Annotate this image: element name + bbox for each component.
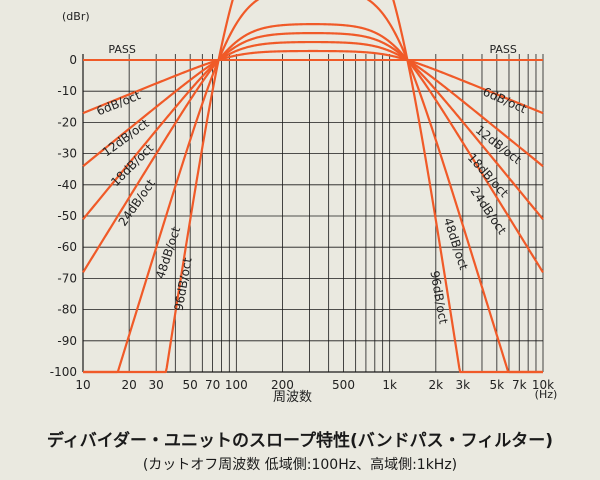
x-axis-unit: (Hz) (535, 388, 558, 401)
y-tick-label: -60 (57, 240, 77, 254)
x-tick-label: 200 (271, 378, 294, 392)
series-curve (82, 31, 544, 221)
x-tick-label: 100 (225, 378, 248, 392)
x-tick-label: 3k (456, 378, 471, 392)
x-tick-label: 500 (332, 378, 355, 392)
x-tick-label: 10k (532, 378, 554, 392)
series-curve (82, 23, 544, 273)
x-tick-label: 10 (75, 378, 90, 392)
series-curve (82, 0, 544, 374)
x-tick-label: 30 (149, 378, 164, 392)
x-tick-label: 5k (490, 378, 505, 392)
x-tick-label: 7k (512, 378, 527, 392)
pass-label-high: PASS (489, 43, 516, 56)
slope-label-high: 96dB/oct (427, 270, 450, 326)
y-tick-label: -20 (57, 115, 77, 129)
slope-label-high: 48dB/oct (441, 216, 471, 272)
series-curve (82, 40, 544, 168)
y-tick-label: -40 (57, 178, 77, 192)
y-axis-unit: (dBr) (62, 10, 90, 23)
y-tick-label: -10 (57, 84, 77, 98)
pass-label-low: PASS (108, 43, 135, 56)
x-tick-label: 20 (122, 378, 137, 392)
series-curve (82, 0, 544, 374)
y-tick-label: -70 (57, 271, 77, 285)
x-tick-label: 50 (183, 378, 198, 392)
x-tick-label: 2k (429, 378, 444, 392)
y-tick-label: -80 (57, 303, 77, 317)
slope-label-low: 6dB/oct (94, 88, 142, 118)
y-tick-label: -30 (57, 147, 77, 161)
y-tick-label: -100 (50, 365, 77, 379)
chart-title: ディバイダー・ユニットのスロープ特性(バンドパス・フィルター) (46, 431, 554, 451)
series-curve (82, 49, 544, 115)
slope-label-high: 6dB/oct (481, 85, 529, 117)
chart-subtitle: (カットオフ周波数 低域側:100Hz、高域側:1kHz) (142, 457, 458, 473)
x-axis-label: 周波数 (273, 390, 312, 405)
x-tick-label: 1k (382, 378, 397, 392)
y-tick-label: 0 (69, 53, 77, 67)
y-tick-label: -50 (57, 209, 77, 223)
y-tick-label: -90 (57, 334, 77, 348)
x-tick-label: 70 (205, 378, 220, 392)
